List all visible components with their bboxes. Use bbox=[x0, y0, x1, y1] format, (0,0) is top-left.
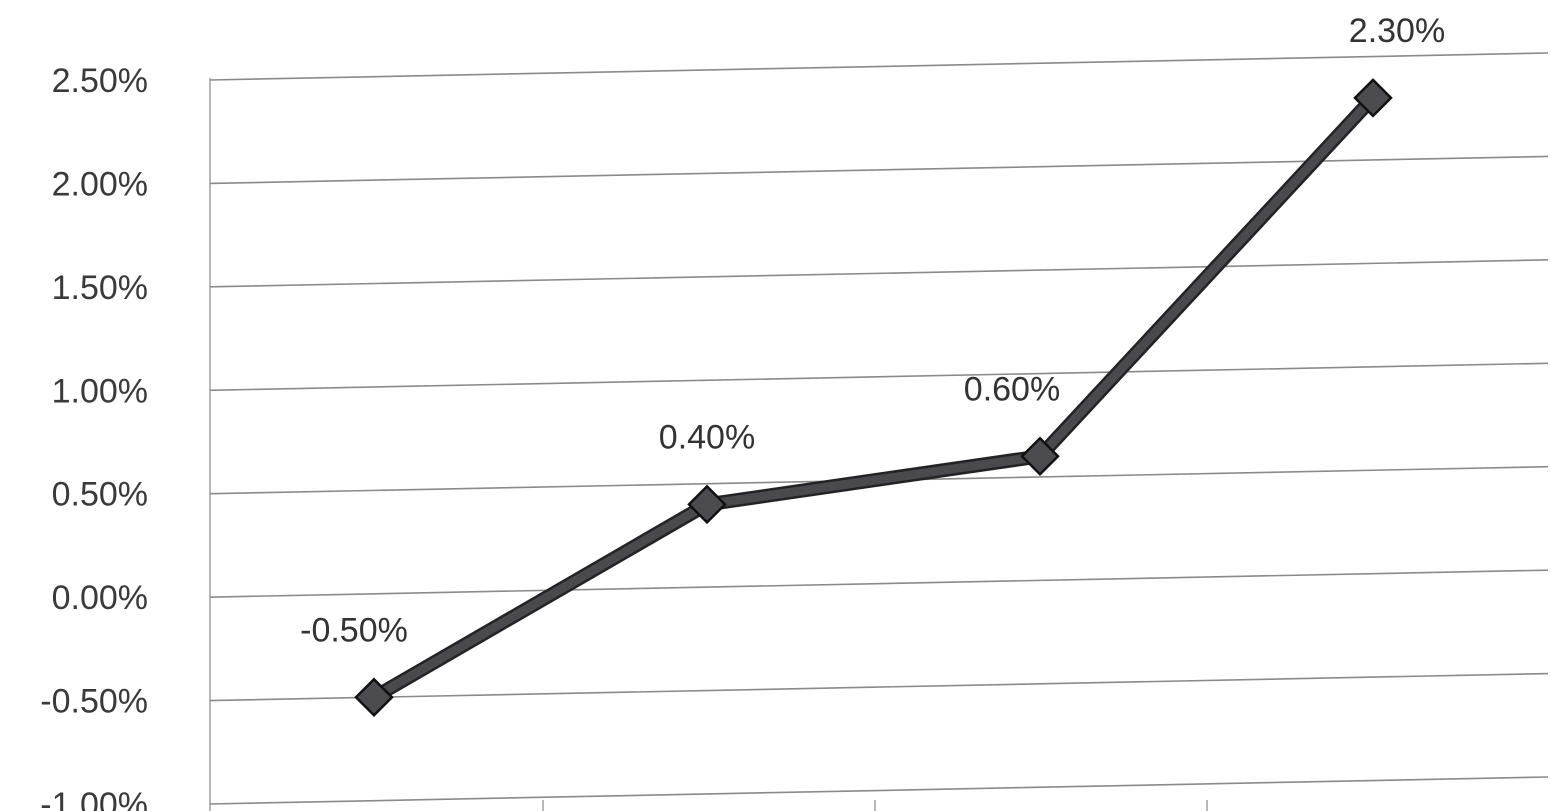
data-point-marker bbox=[1020, 436, 1060, 477]
y-tick-label: 1.00% bbox=[52, 372, 148, 410]
data-point-marker bbox=[1353, 78, 1393, 118]
y-tick-label: 1.50% bbox=[52, 269, 148, 307]
y-tick-label: 0.50% bbox=[52, 476, 148, 514]
data-label: -0.50% bbox=[300, 611, 408, 649]
gridline bbox=[209, 776, 1549, 805]
gridline bbox=[209, 259, 1549, 288]
data-labels: -0.50% 0.40% 0.60% 2.30% bbox=[300, 12, 1445, 649]
gridline bbox=[209, 155, 1549, 185]
axes bbox=[209, 78, 1208, 811]
y-tick-label: -0.50% bbox=[40, 683, 148, 721]
y-tick-labels: 2.50% 2.00% 1.50% 1.00% 0.50% 0.00% -0.50% -1.0… bbox=[40, 62, 148, 811]
y-tick-label: -1.00% bbox=[40, 786, 148, 811]
data-label: 2.30% bbox=[1349, 12, 1445, 50]
gridline bbox=[209, 52, 1549, 81]
data-label: 0.60% bbox=[964, 370, 1060, 408]
y-tick-label: 0.00% bbox=[52, 579, 148, 617]
gridlines bbox=[209, 52, 1549, 805]
data-point-marker bbox=[354, 677, 394, 718]
gridline bbox=[209, 362, 1549, 392]
data-series bbox=[354, 78, 1393, 718]
data-label: 0.40% bbox=[659, 418, 755, 456]
y-tick-label: 2.50% bbox=[52, 62, 148, 100]
gridline bbox=[209, 672, 1549, 702]
data-point-marker bbox=[687, 484, 727, 525]
series-line bbox=[369, 93, 1378, 702]
gridline bbox=[209, 569, 1549, 598]
y-tick-label: 2.00% bbox=[52, 165, 148, 203]
